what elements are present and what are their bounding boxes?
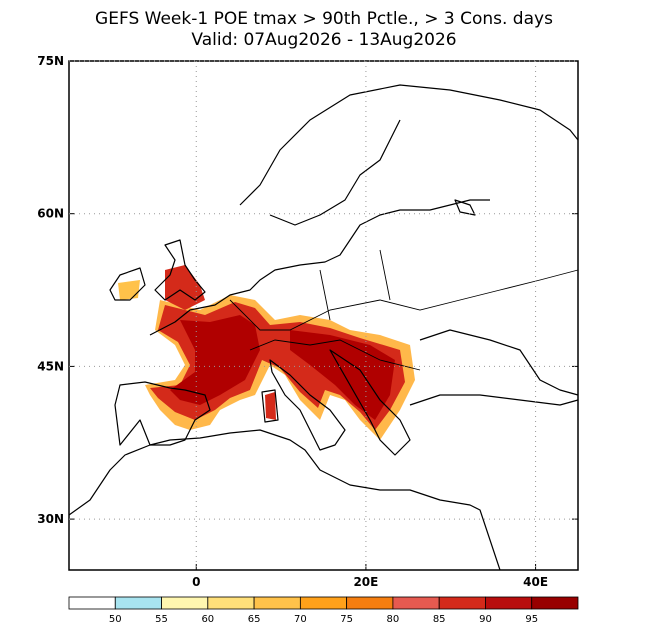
colorbar-label: 90 [479,614,492,625]
colorbar-label: 70 [294,614,307,625]
lon-label: 20E [353,575,378,589]
colorbar-label: 50 [109,614,122,625]
colorbar-box [68,596,116,610]
colorbar-label: 85 [433,614,446,625]
colorbar-label: 65 [248,614,261,625]
colorbar-label: 80 [387,614,400,625]
heat-regions [118,265,415,440]
colorbar-box [253,596,301,610]
map-area [68,84,579,571]
colorbar-box [299,596,348,610]
lat-label: 30N [37,512,64,526]
lat-label: 45N [37,359,64,373]
colorbar-box [207,596,255,610]
colorbar: 50 55 60 65 70 75 80 85 90 95 [68,596,579,625]
colorbar-label: 60 [201,614,214,625]
colorbar-box [392,596,440,610]
colorbar-label: 95 [525,614,538,625]
colorbar-box [438,596,486,610]
lon-label: 0 [192,575,200,589]
lat-label: 75N [37,54,64,68]
colorbar-label: 75 [340,614,353,625]
subtitle: Valid: 07Aug2026 - 13Aug2026 [191,30,456,50]
colorbar-box [346,596,394,610]
title: GEFS Week-1 POE tmax > 90th Pctle., > 3 … [95,9,553,29]
lon-label: 40E [523,575,548,589]
map-frame [68,60,579,571]
lat-label: 60N [37,207,64,221]
colorbar-box [161,596,209,610]
coastlines [68,84,579,571]
colorbar-box [114,596,162,610]
colorbar-box [485,596,533,610]
colorbar-box [531,596,579,610]
colorbar-label: 55 [155,614,168,625]
